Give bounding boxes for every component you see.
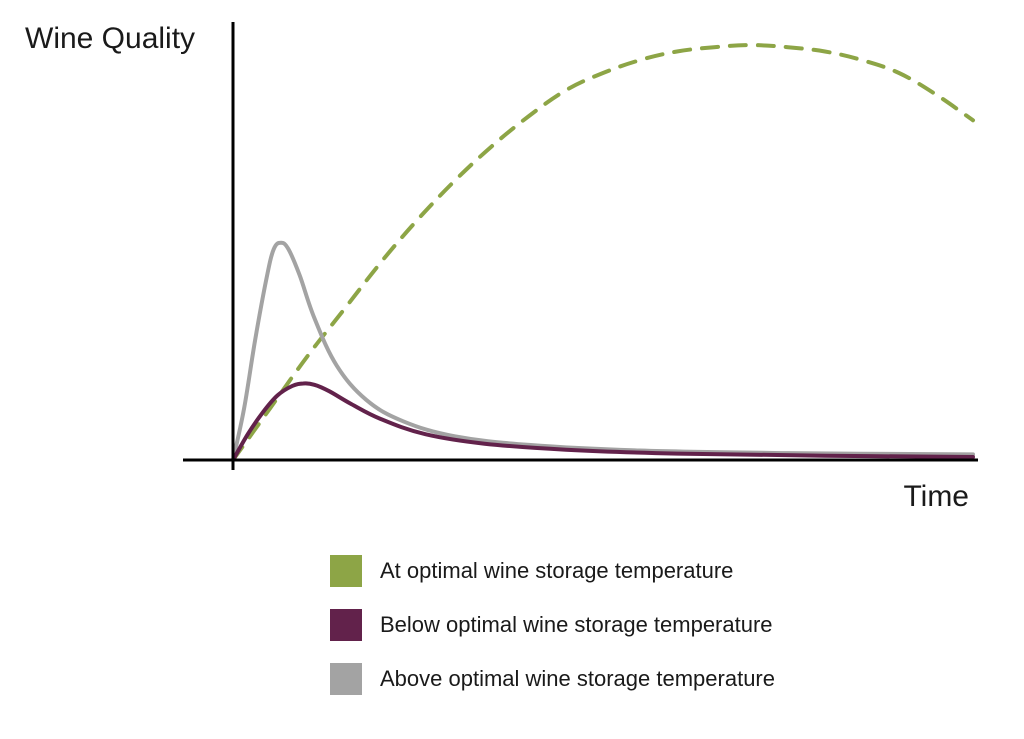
wine-quality-chart: Wine Quality Time At optimal wine storag… [0,0,1024,739]
legend-item-above: Above optimal wine storage temperature [330,663,775,695]
series-line-above [233,243,973,460]
legend-label: At optimal wine storage temperature [380,558,733,584]
legend-label: Above optimal wine storage temperature [380,666,775,692]
legend-label: Below optimal wine storage temperature [380,612,773,638]
legend-swatch-icon [330,663,362,695]
y-axis-label: Wine Quality [25,22,195,56]
chart-legend: At optimal wine storage temperature Belo… [330,555,775,695]
legend-swatch-icon [330,555,362,587]
x-axis-label: Time [903,480,969,514]
legend-item-below: Below optimal wine storage temperature [330,609,775,641]
legend-swatch-icon [330,609,362,641]
legend-item-optimal: At optimal wine storage temperature [330,555,775,587]
